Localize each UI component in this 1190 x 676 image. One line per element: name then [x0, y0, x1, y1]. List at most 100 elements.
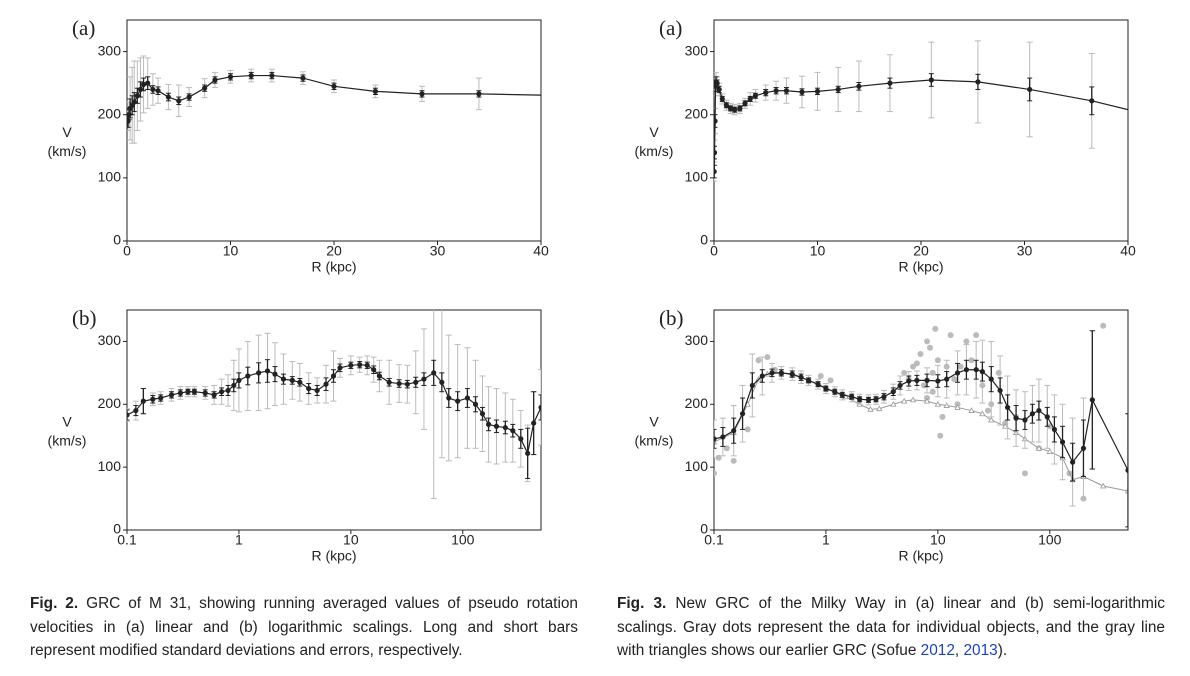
- earlier-triangle: [923, 397, 931, 404]
- earlier-triangle: [1099, 482, 1107, 489]
- data-point: [723, 102, 730, 108]
- data-point: [297, 379, 303, 385]
- data-point: [158, 395, 164, 401]
- panel: (b) V (km/s) R (kpc) 0 100 200 300 0.1 1 10 100: [635, 306, 1129, 564]
- grc-line: [127, 364, 541, 456]
- data-point: [150, 396, 156, 402]
- data-point: [446, 395, 452, 401]
- data-point: [1089, 397, 1095, 403]
- y-axis-label: V: [62, 414, 72, 430]
- data-point: [714, 118, 718, 124]
- plot-area: [714, 40, 1128, 182]
- x-tick-label: 100: [1038, 532, 1062, 548]
- data-point: [236, 377, 242, 383]
- data-point: [897, 382, 903, 389]
- plot-frame: [126, 19, 542, 242]
- data-point: [211, 392, 217, 398]
- earlier-triangle: [979, 410, 986, 417]
- plot-area: [127, 55, 541, 144]
- data-point: [1044, 414, 1050, 420]
- panel-label: (a): [659, 16, 682, 40]
- plot-frame: [713, 19, 1129, 242]
- y-axis-label: V: [62, 124, 72, 140]
- y-tick-label: 0: [700, 521, 708, 537]
- data-point: [245, 373, 251, 379]
- earlier-triangle: [1035, 444, 1043, 451]
- x-tick-label: 10: [223, 243, 239, 259]
- data-point: [212, 77, 218, 83]
- data-point: [849, 394, 855, 400]
- caption: Fig. 3. New GRC of the Milky Way in (a) …: [617, 592, 1165, 663]
- object-dot: [968, 357, 975, 364]
- y-tick-label: 300: [685, 332, 709, 348]
- citation-link[interactable]: 2012: [920, 642, 955, 659]
- y-tick-label: 100: [98, 458, 122, 474]
- data-point: [881, 394, 887, 400]
- data-point: [815, 381, 821, 387]
- data-point: [330, 373, 337, 379]
- data-point: [1125, 467, 1128, 473]
- x-tick-label: 30: [430, 243, 446, 259]
- x-tick-label: 0.1: [704, 532, 724, 548]
- object-dot: [947, 332, 954, 339]
- data-point: [865, 397, 872, 403]
- data-point: [280, 376, 287, 382]
- y-tick-label: 200: [98, 395, 122, 411]
- x-tick-label: 1: [822, 532, 830, 548]
- y-tick-label: 100: [98, 169, 122, 185]
- data-point: [131, 99, 137, 105]
- data-point: [1036, 407, 1042, 414]
- y-tick-label: 200: [98, 105, 122, 121]
- x-tick-label: 30: [1017, 243, 1033, 259]
- data-point: [887, 80, 893, 86]
- caption: Fig. 2. GRC of M 31, showing running ave…: [30, 592, 578, 663]
- caption-label: Fig. 2.: [30, 595, 79, 612]
- citation-link[interactable]: 2013: [963, 642, 998, 659]
- object-dot: [913, 360, 920, 367]
- data-point: [525, 450, 531, 456]
- data-point: [739, 411, 746, 417]
- data-point: [979, 369, 985, 375]
- data-point: [857, 396, 863, 402]
- object-dot: [730, 457, 737, 464]
- x-tick-label: 0.1: [117, 532, 137, 548]
- earlier-triangle: [943, 402, 950, 408]
- data-point: [431, 370, 437, 376]
- x-tick-label: 20: [326, 243, 342, 259]
- data-point: [357, 362, 363, 368]
- data-point: [185, 389, 191, 395]
- data-point: [493, 423, 500, 429]
- data-point: [455, 398, 461, 404]
- object-dot: [1100, 322, 1107, 329]
- data-point: [176, 98, 182, 104]
- x-tick-label: 10: [343, 532, 359, 548]
- earlier-triangle: [909, 396, 917, 403]
- object-dot: [1021, 470, 1028, 477]
- object-dot: [923, 338, 930, 345]
- x-axis-label: R (kpc): [898, 548, 943, 564]
- data-point: [954, 370, 961, 376]
- data-point: [314, 387, 320, 394]
- y-tick-label: 300: [685, 42, 709, 58]
- object-dot: [929, 388, 936, 395]
- caption-text: ).: [997, 642, 1008, 659]
- object-dot: [926, 344, 933, 351]
- data-point: [789, 371, 795, 377]
- object-dot: [963, 338, 970, 345]
- panel-label: (b): [72, 306, 97, 330]
- object-dot: [917, 351, 924, 357]
- y-tick-label: 100: [685, 458, 709, 474]
- x-axis-label: R (kpc): [311, 259, 356, 275]
- earlier-triangle: [867, 405, 874, 412]
- object-dot: [934, 357, 941, 364]
- data-point: [289, 377, 295, 383]
- data-point: [227, 74, 234, 80]
- data-point: [191, 389, 197, 395]
- y-axis-label: (km/s): [635, 143, 674, 159]
- caption-text: GRC of M 31, showing running averaged va…: [30, 595, 578, 659]
- data-point: [248, 72, 254, 79]
- data-point: [264, 368, 271, 374]
- x-tick-label: 10: [810, 243, 826, 259]
- x-tick-label: 100: [451, 532, 475, 548]
